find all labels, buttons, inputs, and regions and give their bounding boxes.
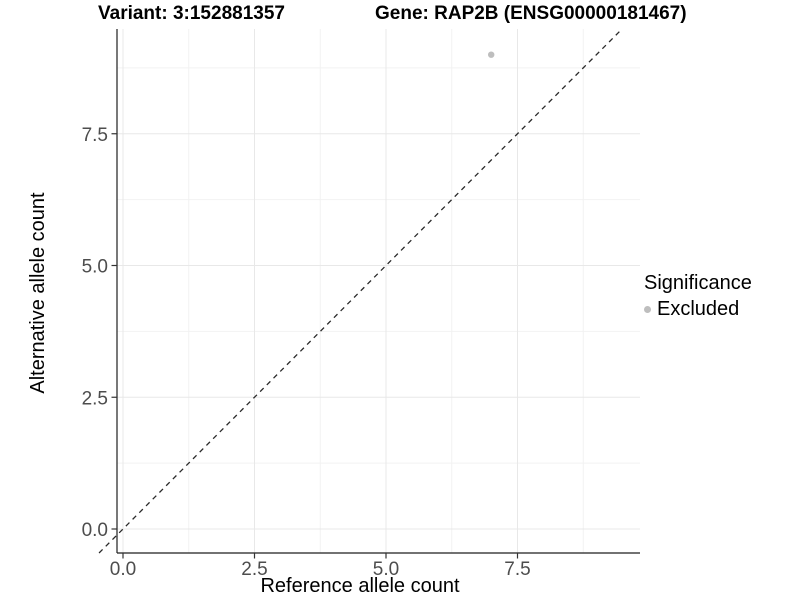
x-tick-label: 5.0: [373, 559, 399, 580]
y-tick-label: 0.0: [82, 520, 108, 541]
y-tick-label: 7.5: [82, 125, 108, 146]
legend-item-excluded: Excluded: [644, 297, 752, 321]
variant-title: Variant: 3:152881357: [98, 3, 285, 24]
legend-item-label: Excluded: [657, 297, 740, 320]
x-tick-label: 2.5: [241, 559, 267, 580]
legend: Significance Excluded: [644, 270, 752, 321]
identity-dashed-line: [98, 28, 623, 554]
data-point: [488, 51, 495, 58]
y-axis-title: Alternative allele count: [27, 192, 49, 394]
gene-title: Gene: RAP2B (ENSG00000181467): [375, 3, 687, 24]
legend-point-icon: [644, 305, 651, 313]
x-tick-label: 0.0: [110, 559, 136, 580]
y-tick-label: 2.5: [82, 388, 108, 409]
x-axis-title: Reference allele count: [260, 575, 460, 597]
x-tick-label: 7.5: [504, 559, 530, 580]
y-tick-label: 5.0: [82, 257, 108, 278]
legend-title: Significance: [644, 272, 752, 294]
